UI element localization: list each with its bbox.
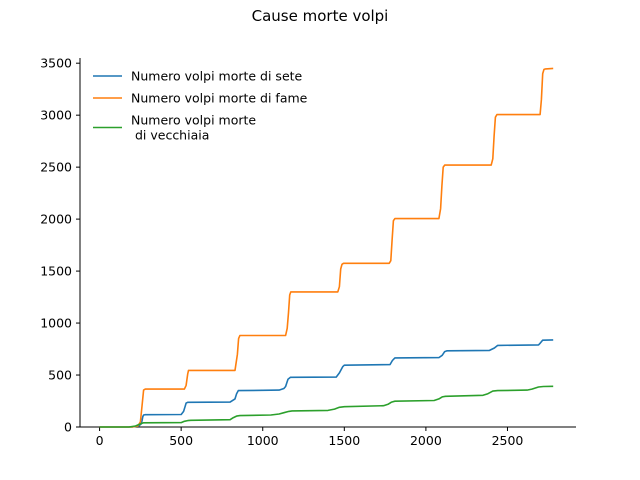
y-tick-label: 2500 [40, 160, 72, 175]
legend-item-0: Numero volpi morte di sete [93, 69, 303, 84]
legend-item-1: Numero volpi morte di fame [93, 91, 308, 106]
x-tick-label: 2000 [410, 433, 442, 448]
series-line-0 [99, 339, 554, 428]
legend-label: Numero volpi morte di sete [131, 69, 303, 84]
x-tick-label: 1000 [247, 433, 279, 448]
y-tick-label: 500 [48, 368, 72, 383]
legend-label: Numero volpi morte di vecchiaia [131, 113, 256, 143]
x-tick-label: 500 [169, 433, 193, 448]
y-tick-label: 3000 [40, 108, 72, 123]
series-layer [99, 67, 554, 428]
series-line-2 [99, 385, 554, 428]
x-tick-label: 1500 [328, 433, 360, 448]
legend-item-2: Numero volpi morte di vecchiaia [93, 113, 256, 143]
legend: Numero volpi morte di sete Numero volpi m… [93, 69, 308, 143]
y-tick-label: 3500 [40, 56, 72, 71]
legend-label: Numero volpi morte di fame [131, 91, 308, 106]
y-tick-label: 1500 [40, 264, 72, 279]
y-axis: 0 500 1000 1500 2000 2500 3000 3500 [40, 56, 81, 435]
chart-title: Cause morte volpi [252, 7, 389, 25]
y-tick-label: 0 [64, 420, 72, 435]
series-line-1 [99, 67, 554, 428]
x-tick-label: 2500 [492, 433, 524, 448]
y-tick-label: 2000 [40, 212, 72, 227]
x-tick-label: 0 [96, 433, 104, 448]
x-axis: 0 500 1000 1500 2000 2500 [80, 426, 576, 448]
y-tick-label: 1000 [40, 316, 72, 331]
